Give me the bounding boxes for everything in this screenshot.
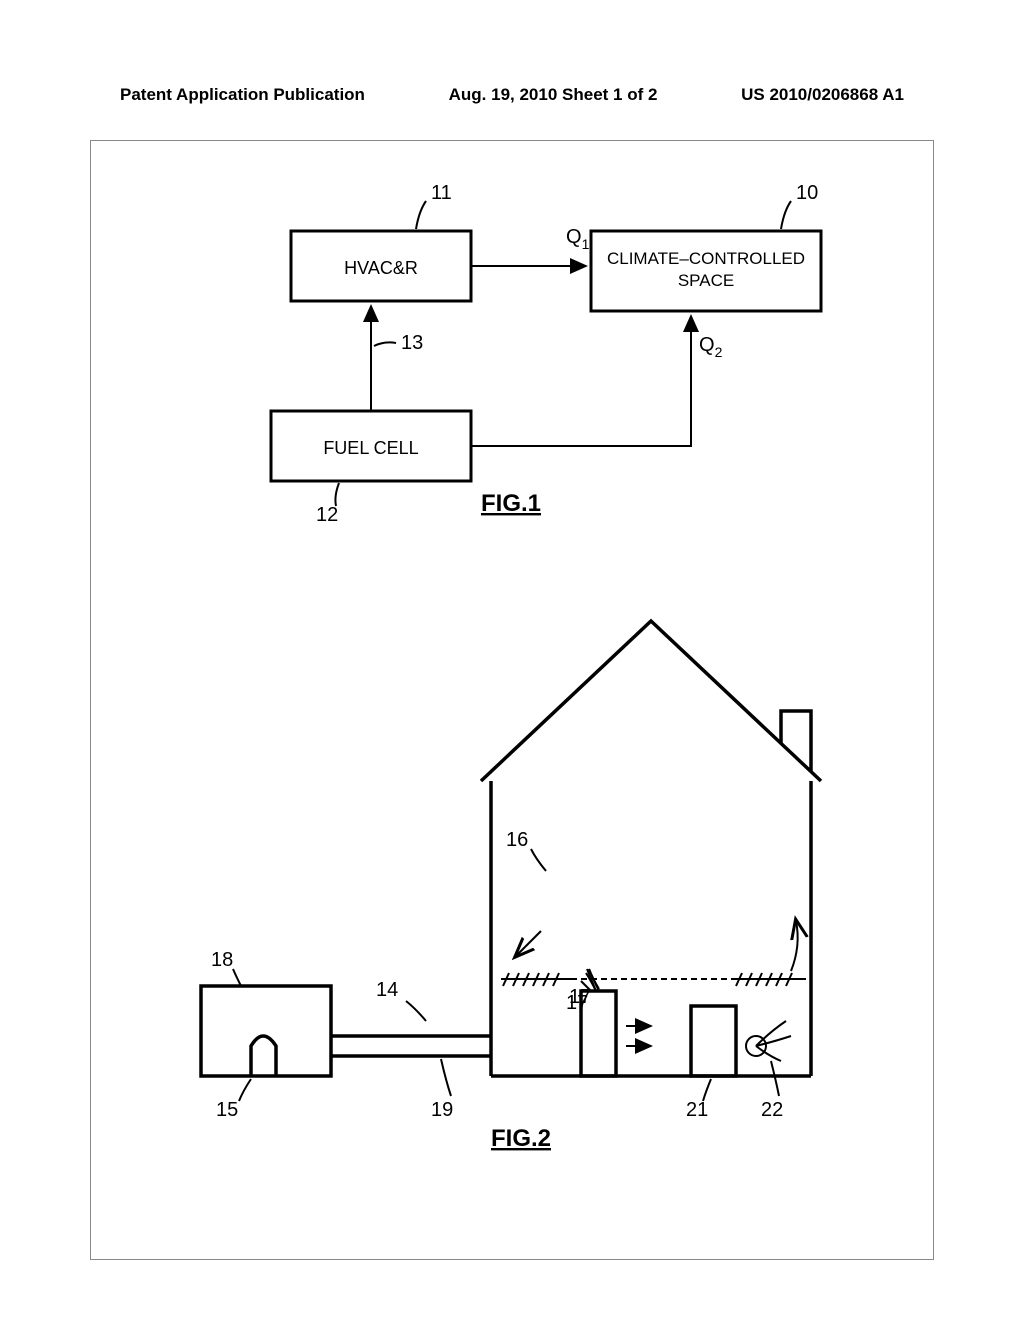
ref12-leader bbox=[335, 483, 339, 506]
page-header: Patent Application Publication Aug. 19, … bbox=[0, 85, 1024, 105]
ref13-leader bbox=[374, 342, 396, 346]
fig1-title: FIG.1 bbox=[481, 490, 541, 517]
ref13: 13 bbox=[401, 332, 423, 354]
q1-label: Q1 bbox=[566, 226, 590, 252]
page-frame: HVAC&R CLIMATE–CONTROLLED SPACE FUEL CEL… bbox=[90, 140, 934, 1260]
ref17-clean: 17 bbox=[569, 986, 591, 1008]
ref11-leader bbox=[416, 201, 426, 229]
hvac-label: HVAC&R bbox=[344, 258, 418, 278]
q2-label: Q2 bbox=[699, 334, 723, 360]
ref10: 10 bbox=[796, 182, 818, 204]
fig2-overlay: 17 bbox=[151, 591, 871, 1161]
figures-container: HVAC&R CLIMATE–CONTROLLED SPACE FUEL CEL… bbox=[91, 141, 933, 1259]
ref10-leader bbox=[781, 201, 791, 229]
fuel-label: FUEL CELL bbox=[323, 438, 418, 458]
header-center: Aug. 19, 2010 Sheet 1 of 2 bbox=[449, 85, 658, 105]
climate-label1: CLIMATE–CONTROLLED bbox=[607, 249, 805, 268]
header-right: US 2010/0206868 A1 bbox=[741, 85, 904, 105]
fig1-svg: HVAC&R CLIMATE–CONTROLLED SPACE FUEL CEL… bbox=[221, 181, 841, 521]
climate-label2: SPACE bbox=[678, 271, 734, 290]
ref11: 11 bbox=[431, 182, 452, 204]
header-left: Patent Application Publication bbox=[120, 85, 365, 105]
ref12: 12 bbox=[316, 504, 338, 521]
arrow-fuel-climate bbox=[471, 316, 691, 446]
